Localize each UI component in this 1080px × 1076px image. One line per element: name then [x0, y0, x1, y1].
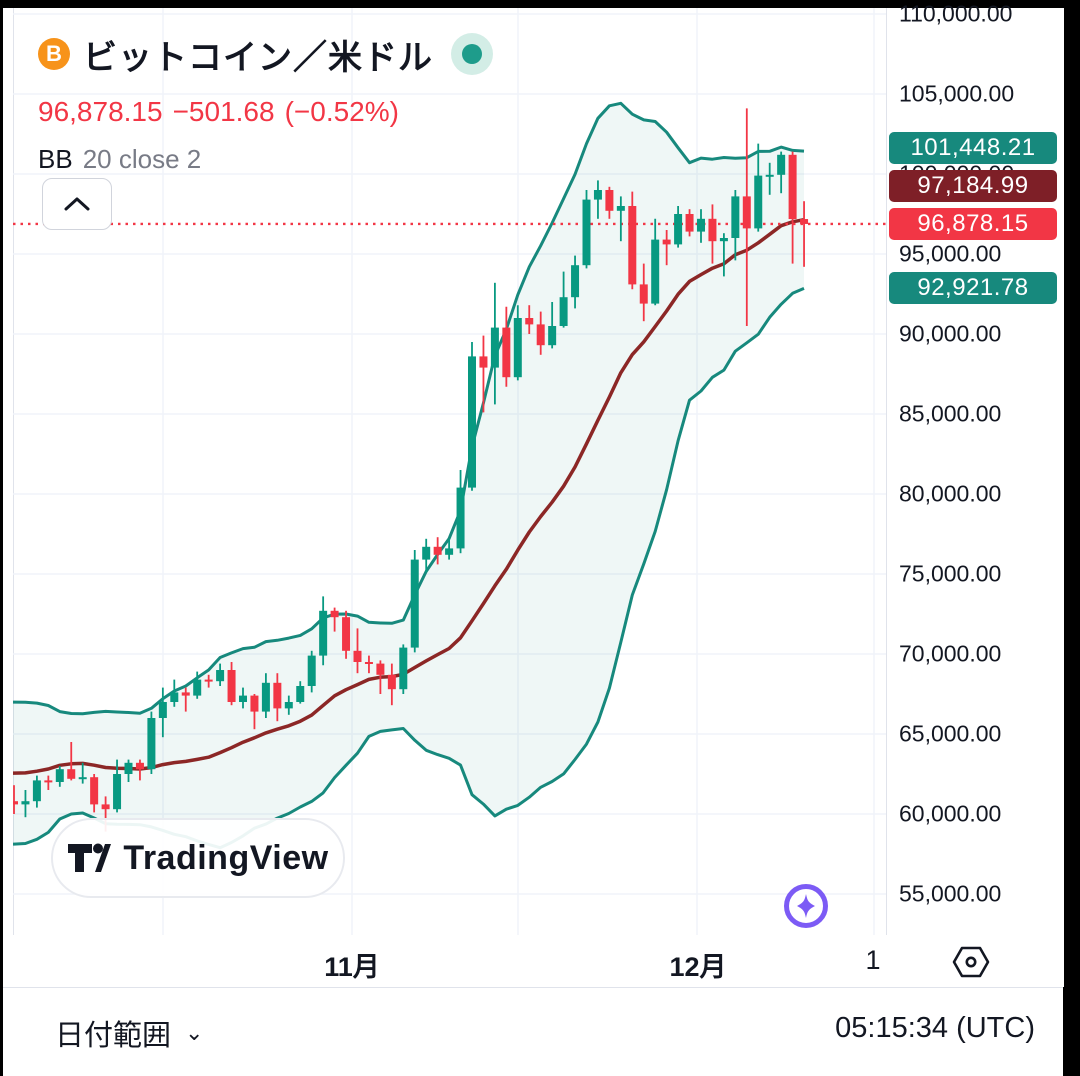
current-price-badge: 96,878.15	[889, 208, 1057, 240]
tradingview-logo-icon	[68, 843, 112, 872]
bottom-bar: 日付範囲 ⌄ 05:15:34 (UTC)	[3, 987, 1063, 1076]
time-tick-label: 12月	[669, 952, 727, 982]
price-tick-label: 65,000.00	[899, 720, 1002, 747]
price-tick-label: 105,000.00	[899, 80, 1015, 107]
chart-widget: 110,000.00105,000.00100,000.0095,000.009…	[3, 1, 1064, 1076]
price-axis[interactable]: 110,000.00105,000.00100,000.0095,000.009…	[886, 1, 1064, 987]
indicator-legend[interactable]: BB 20 close 2	[38, 144, 493, 175]
price-tick-label: 55,000.00	[899, 880, 1002, 907]
price-change-pct: (−0.52%)	[284, 96, 399, 127]
indicator-params: 20 close 2	[82, 144, 202, 174]
pane-left-border	[13, 8, 14, 1075]
price-tick-label: 70,000.00	[899, 640, 1002, 667]
date-range-dropdown[interactable]: 日付範囲 ⌄	[55, 1012, 203, 1054]
date-range-label: 日付範囲	[55, 1020, 172, 1052]
price-row: 96,878.15 −501.68 (−0.52%)	[38, 96, 493, 128]
price-tick-label: 85,000.00	[899, 400, 1002, 427]
price-tick-label: 110,000.00	[899, 0, 1013, 27]
price-tick-label: 60,000.00	[899, 800, 1002, 827]
bb-lower-badge: 92,921.78	[889, 272, 1057, 304]
tradingview-logo[interactable]: TradingView	[51, 818, 345, 898]
chevron-up-icon	[64, 197, 90, 211]
price-tick-label: 95,000.00	[899, 240, 1002, 267]
sparkle-button[interactable]	[782, 882, 830, 930]
indicator-name: BB	[38, 144, 73, 174]
price-tick-label: 90,000.00	[899, 320, 1002, 347]
title-row: B ビットコイン／米ドル	[38, 26, 493, 82]
sparkle-icon	[784, 884, 828, 928]
bb-basis-badge: 97,184.99	[889, 170, 1057, 202]
tradingview-logo-text: TradingView	[123, 838, 329, 877]
price-change: −501.68	[172, 96, 275, 127]
price-tick-label: 80,000.00	[899, 480, 1002, 507]
symbol-title: ビットコイン／米ドル	[83, 38, 433, 77]
utc-clock: 05:15:34 (UTC)	[835, 1012, 1035, 1044]
hexagon-source-button[interactable]	[951, 944, 991, 980]
last-price: 96,878.15	[38, 96, 163, 127]
hexagon-dot-icon	[952, 946, 990, 978]
bb-upper-badge: 101,448.21	[889, 132, 1057, 164]
time-tick-label: 1	[865, 945, 881, 975]
collapse-legend-button[interactable]	[42, 178, 112, 230]
chart-header: B ビットコイン／米ドル 96,878.15 −501.68 (−0.52%) BB…	[38, 26, 493, 230]
market-status-halo	[451, 33, 493, 75]
time-tick-label: 11月	[324, 952, 380, 982]
time-axis[interactable]: 11月 12月 1	[3, 935, 1063, 987]
market-open-dot	[462, 44, 482, 64]
chevron-down-icon: ⌄	[185, 1020, 204, 1045]
candlestick-chart[interactable]	[13, 8, 886, 935]
bitcoin-icon: B	[38, 38, 70, 70]
price-tick-label: 75,000.00	[899, 560, 1002, 587]
